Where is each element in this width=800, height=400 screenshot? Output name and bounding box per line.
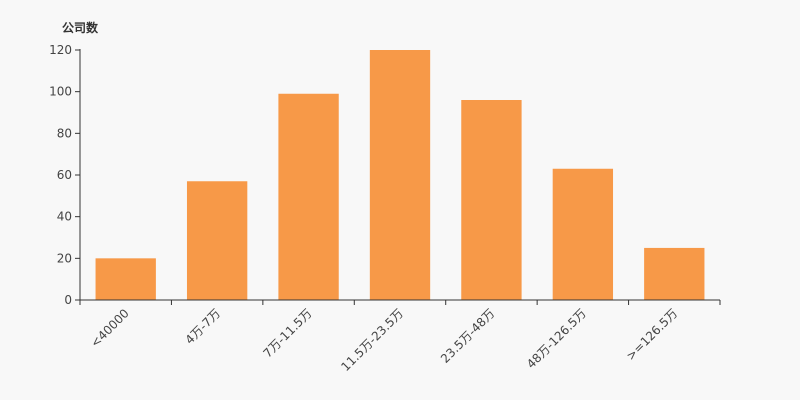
y-tick-label: 120 [49, 43, 72, 57]
x-tick-label: >=126.5万 [624, 306, 681, 363]
x-tick-label: 23.5万-48万 [438, 306, 498, 366]
bar[interactable] [95, 258, 156, 300]
bar[interactable] [369, 50, 431, 300]
x-tick-label: 7万-11.5万 [260, 306, 314, 360]
y-tick-label: 0 [64, 293, 72, 307]
bar[interactable] [644, 247, 705, 300]
y-tick-label: 100 [49, 85, 72, 99]
y-tick-label: 20 [57, 251, 72, 265]
x-tick-label: 4万-7万 [183, 306, 224, 347]
bar[interactable] [552, 168, 614, 300]
y-tick-label: 80 [57, 126, 72, 140]
x-tick-label: 11.5万-23.5万 [338, 306, 406, 374]
bar[interactable] [186, 181, 248, 300]
x-tick-label: <40000 [88, 306, 132, 350]
y-axis-title: 公司数 [62, 20, 99, 35]
bar[interactable] [278, 93, 339, 300]
x-tick-label: 48万-126.5万 [524, 306, 589, 371]
y-tick-label: 60 [57, 168, 72, 182]
y-tick-label: 40 [57, 210, 72, 224]
bar[interactable] [461, 100, 522, 300]
